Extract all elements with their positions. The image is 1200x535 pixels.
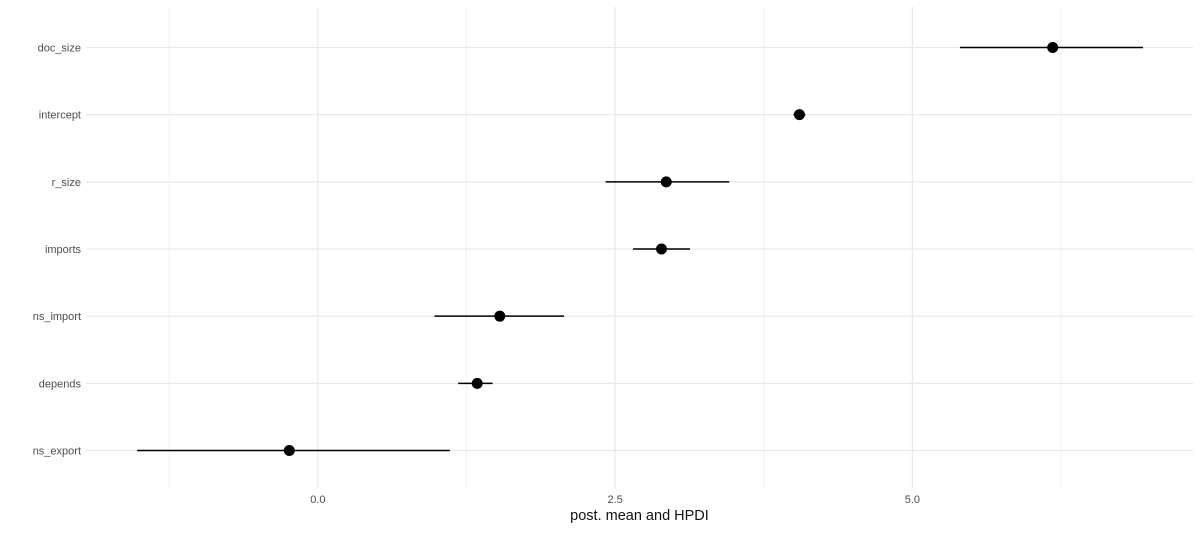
posterior-mean-point-intercept — [793, 109, 805, 121]
x-axis-title: post. mean and HPDI — [570, 508, 709, 524]
y-axis-label-doc_size: doc_size — [38, 43, 81, 55]
x-axis-tick-label: 5.0 — [905, 494, 920, 506]
y-axis-label-r_size: r_size — [52, 177, 81, 189]
y-axis-label-depends: depends — [39, 378, 82, 390]
posterior-mean-point-ns_export — [283, 445, 295, 457]
posterior-mean-point-depends — [471, 377, 483, 389]
posterior-mean-point-ns_import — [494, 310, 506, 322]
y-axis-label-imports: imports — [45, 244, 82, 256]
y-axis-label-ns_import: ns_import — [33, 311, 81, 323]
posterior-mean-point-imports — [655, 243, 667, 255]
x-axis-tick-label: 2.5 — [607, 494, 622, 506]
y-axis-label-intercept: intercept — [39, 110, 81, 122]
posterior-mean-point-r_size — [660, 176, 672, 188]
posterior-mean-point-doc_size — [1047, 42, 1059, 53]
x-axis-tick-label: 0.0 — [310, 494, 325, 506]
y-axis-label-ns_export: ns_export — [33, 446, 81, 458]
